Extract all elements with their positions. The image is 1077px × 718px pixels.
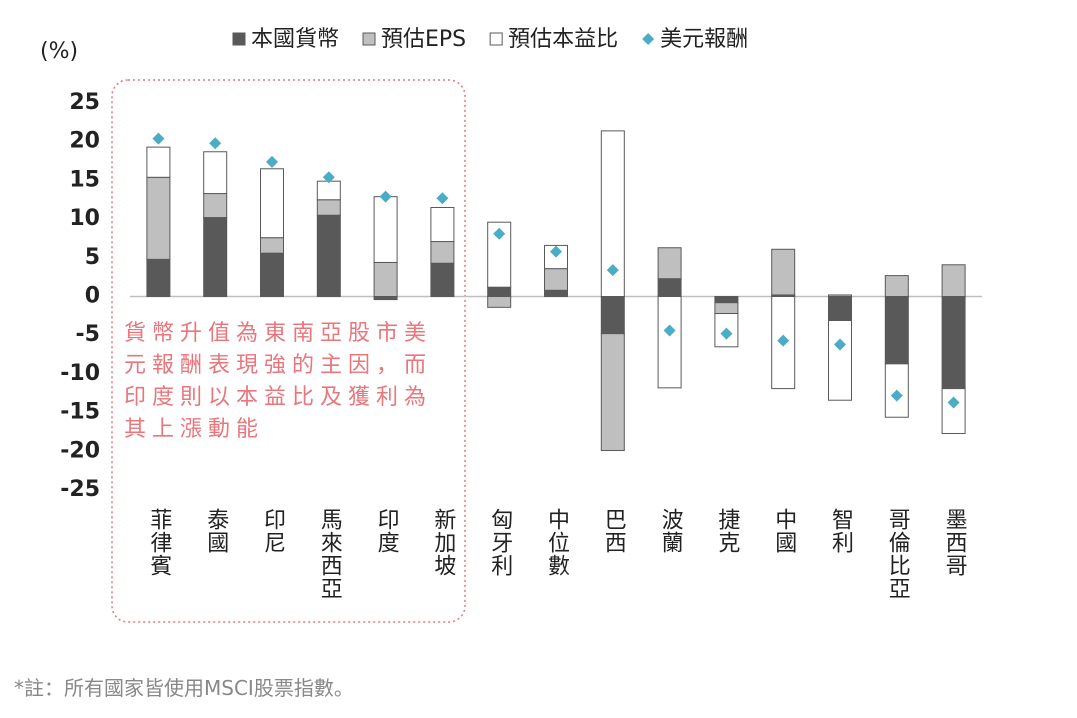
bar-segment — [544, 268, 568, 291]
legend-marker — [362, 32, 376, 46]
x-tick-label: 匈牙利 — [487, 508, 513, 577]
diamond-marker — [550, 245, 562, 258]
diamond-marker — [606, 264, 619, 277]
bar-segment — [600, 130, 625, 297]
x-tick-label: 中位數 — [544, 508, 570, 577]
legend-label: 美元報酬 — [660, 27, 748, 52]
y-axis-label: (%) — [40, 39, 78, 64]
x-tick-label: 新加坡 — [430, 508, 456, 577]
footnote: *註：所有國家皆使用MSCI股票指數。 — [14, 676, 354, 700]
y-tick-label: 10 — [69, 206, 100, 231]
diamond-marker — [322, 171, 335, 184]
y-tick-label: -10 — [60, 361, 100, 386]
bar-segment — [487, 296, 512, 308]
diamond-marker — [777, 334, 790, 347]
bar-segment — [657, 247, 682, 280]
bar-segment — [941, 296, 966, 390]
bar-segment — [316, 214, 341, 297]
bar-segment — [828, 296, 852, 321]
y-tick-label: 0 — [85, 284, 100, 309]
y-tick-label: -15 — [60, 400, 100, 425]
bar-segment — [260, 237, 284, 254]
bar-segment — [487, 286, 512, 298]
bar-segment — [771, 248, 796, 296]
x-tick-label: 哥倫比亞 — [885, 508, 911, 600]
diamond-marker — [720, 327, 733, 340]
diamond-marker — [379, 190, 392, 203]
legend-label: 預估本益比 — [508, 27, 618, 52]
bar-segment — [203, 217, 228, 297]
bar-segment — [828, 294, 852, 297]
diamond-marker — [266, 155, 278, 168]
bar-segment — [146, 146, 171, 178]
bar-segment — [203, 151, 228, 195]
bar-segment — [260, 168, 284, 239]
legend-marker — [232, 32, 246, 46]
bar-segment — [487, 221, 512, 288]
bar-segment — [941, 388, 966, 434]
bar-segment — [203, 193, 228, 219]
bar-segment — [600, 333, 625, 452]
diamond-marker — [209, 137, 222, 150]
diamond-marker — [436, 192, 449, 205]
legend-marker — [642, 33, 655, 45]
bar-segment — [430, 206, 455, 243]
x-tick-label: 墨西哥 — [942, 508, 967, 577]
x-tick-label: 巴西 — [601, 508, 626, 554]
diamond-marker — [834, 338, 846, 351]
bar-segment — [714, 302, 739, 315]
x-tick-label: 泰國 — [203, 508, 229, 554]
diamond-marker — [152, 132, 165, 145]
bar-segment — [430, 241, 455, 264]
diamond-marker — [663, 324, 676, 337]
y-tick-label: -20 — [60, 438, 100, 463]
diamond-marker — [947, 396, 960, 409]
x-tick-label: 智利 — [828, 508, 854, 554]
annotation-box — [111, 79, 466, 623]
bar-segment — [260, 252, 284, 298]
bar-segment — [828, 319, 852, 401]
legend-label: 本國貨幣 — [251, 27, 339, 52]
bar-segment — [941, 264, 966, 297]
x-tick-label: 菲律賓 — [146, 508, 172, 577]
bar-segment — [316, 199, 341, 216]
y-tick-label: -25 — [60, 477, 100, 502]
bar-segment — [544, 289, 568, 298]
bar-segment — [600, 296, 625, 335]
bar-segment — [657, 296, 682, 389]
x-tick-label: 波蘭 — [658, 508, 684, 554]
bar-segment — [146, 176, 171, 260]
y-tick-label: 20 — [69, 129, 100, 154]
legend-label: 預估EPS — [381, 27, 466, 52]
bar-segment — [316, 180, 341, 201]
y-tick-label: -5 — [76, 322, 100, 347]
bar-segment — [146, 258, 171, 297]
bar-segment — [430, 262, 455, 297]
bar-segment — [884, 296, 909, 365]
x-tick-label: 中國 — [771, 508, 796, 554]
bar-segment — [884, 275, 909, 297]
bar-segment — [373, 261, 398, 297]
bar-segment — [714, 296, 739, 304]
x-tick-label: 印尼 — [260, 508, 285, 554]
diamond-marker — [890, 389, 903, 402]
x-tick-label: 捷克 — [714, 508, 740, 554]
y-tick-label: 15 — [69, 167, 100, 192]
annotation: 貨幣升值為東南亞股市美元報酬表現強的主因，而印度則以本益比及獲利為其上漲動能 — [124, 321, 433, 442]
x-tick-label: 馬來西亞 — [317, 508, 343, 600]
bar-segment — [657, 278, 682, 297]
x-tick-label: 印度 — [374, 508, 400, 554]
bar-segment — [373, 196, 398, 263]
y-tick-label: 25 — [69, 90, 100, 115]
y-tick-label: 5 — [85, 245, 100, 270]
legend-marker — [489, 32, 503, 46]
diamond-marker — [493, 227, 506, 240]
